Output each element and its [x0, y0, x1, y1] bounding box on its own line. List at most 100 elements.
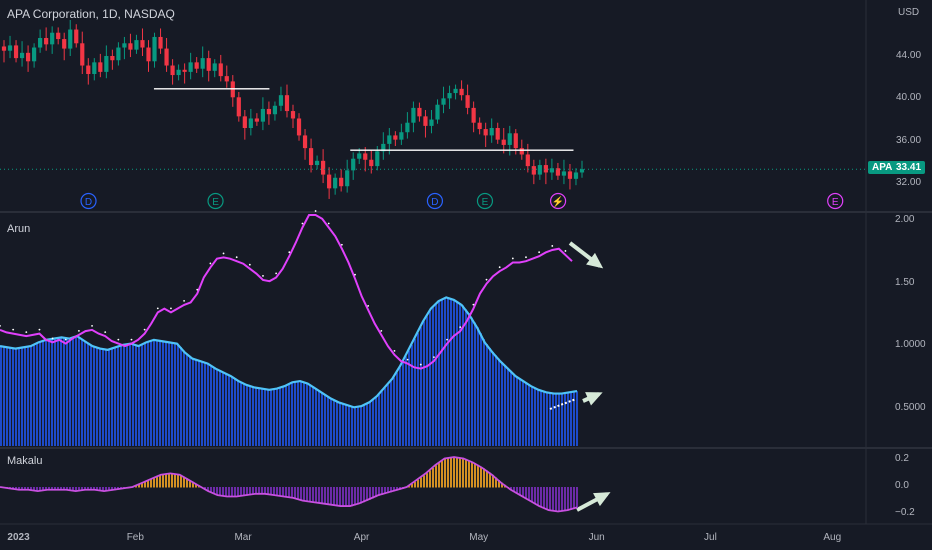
makalu-y-tick: 0.2 [895, 452, 909, 464]
arun-dot [209, 262, 212, 265]
event-marker [476, 192, 494, 210]
arun-dot [12, 328, 15, 331]
candle-body [32, 47, 37, 62]
makalu-histogram-bar [546, 487, 548, 510]
makalu-histogram-bar [102, 487, 104, 492]
makalu-histogram-bar [237, 487, 239, 497]
price-y-tick: 44.00 [896, 50, 922, 62]
candle-body [507, 133, 512, 145]
arun-histogram-bar [6, 347, 8, 446]
candle-body [357, 153, 362, 159]
makalu-histogram-bar [300, 487, 302, 501]
arun-histogram-bar [318, 390, 320, 446]
makalu-histogram-bar [297, 487, 299, 500]
makalu-histogram-bar [339, 487, 341, 507]
arun-histogram-bar [3, 346, 5, 446]
arun-histogram-bar [96, 347, 98, 446]
makalu-histogram-bar [135, 485, 137, 488]
candle-body [423, 116, 428, 126]
makalu-histogram-bar [465, 459, 467, 488]
makalu-histogram-bar [312, 487, 314, 503]
arun-histogram-bar [435, 304, 437, 446]
arun-histogram-bar [330, 398, 332, 446]
arun-histogram-bar [306, 383, 308, 446]
arun-histogram-bar [120, 345, 122, 446]
arun-histogram-bar [345, 404, 347, 446]
makalu-histogram-bar [360, 487, 362, 504]
makalu-histogram-bar [84, 487, 86, 491]
arun-histogram-bar [153, 340, 155, 446]
arun-histogram-bar [387, 384, 389, 446]
arun-histogram-bar [87, 342, 89, 446]
arun-histogram-bar [57, 338, 59, 446]
arun-histogram-bar [246, 384, 248, 446]
makalu-histogram-bar [36, 487, 38, 492]
arun-histogram-bar [426, 316, 428, 446]
arun-histogram-bar [564, 393, 566, 446]
arun-histogram-bar [150, 341, 152, 446]
arun-histogram-bar [159, 340, 161, 446]
makalu-histogram-bar [174, 473, 176, 488]
arun-histogram-bar [399, 367, 401, 446]
arun-histogram-bar [261, 388, 263, 446]
arun-histogram-bar [228, 374, 230, 446]
candle-body [25, 52, 31, 62]
makalu-histogram-bar [417, 479, 419, 488]
makalu-histogram-bar [411, 483, 413, 488]
makalu-histogram-bar [468, 460, 470, 488]
arun-histogram-bar [99, 348, 101, 446]
arun-dot [525, 256, 527, 259]
arun-histogram-bar [354, 407, 356, 446]
arun-histogram-bar [54, 338, 56, 446]
arun-histogram-bar [549, 392, 551, 446]
arun-histogram-bar [174, 343, 176, 446]
arun-histogram-bar [69, 338, 71, 446]
candle-body [483, 129, 488, 136]
arun-histogram-bar [336, 401, 338, 446]
arun-histogram-bar [384, 388, 386, 446]
makalu-histogram-bar [219, 487, 221, 496]
arun-histogram-bar [381, 391, 383, 446]
event-marker [80, 192, 97, 210]
event-marker [207, 192, 224, 210]
arun-histogram-bar [42, 341, 44, 446]
makalu-histogram-bar [42, 487, 44, 491]
arun-dot [433, 356, 435, 358]
candle-body [477, 122, 482, 130]
candle-body [567, 171, 573, 179]
arun-histogram-bar [0, 346, 2, 446]
makalu-histogram-bar [90, 487, 92, 491]
makalu-histogram-bar [435, 465, 437, 488]
candle-body [224, 76, 229, 82]
candle-body [110, 56, 115, 61]
arun-histogram-bar [501, 362, 503, 446]
makalu-histogram-bar [513, 487, 515, 492]
arun-histogram-bar [39, 342, 41, 446]
arun-histogram-bar [492, 351, 494, 446]
arun-histogram-bar [51, 339, 53, 446]
makalu-histogram-bar [72, 487, 74, 492]
event-marker-label: D [85, 197, 92, 208]
arun-histogram-bar [510, 370, 512, 446]
last-price-symbol-badge: APA [868, 161, 897, 174]
arun-histogram-bar [453, 299, 455, 446]
arun-histogram-bar [312, 386, 314, 446]
makalu-histogram-bar [168, 473, 170, 488]
candle-body [248, 118, 253, 128]
price-y-tick: 36.00 [896, 134, 922, 146]
candle-body [405, 122, 410, 133]
event-marker-label: D [431, 197, 438, 208]
arun-histogram-bar [522, 380, 524, 446]
candle-body [38, 38, 43, 48]
arun-histogram-bar [33, 345, 35, 446]
arun-histogram-bar [297, 381, 299, 446]
makalu-histogram-bar [387, 487, 389, 494]
makalu-histogram-bar [525, 487, 527, 499]
candle-body [74, 29, 79, 44]
x-axis-tick: Jun [588, 532, 605, 543]
candle-body [56, 32, 61, 40]
makalu-histogram-bar [492, 474, 494, 488]
makalu-histogram-bar [558, 487, 560, 512]
candle-body [314, 160, 320, 166]
